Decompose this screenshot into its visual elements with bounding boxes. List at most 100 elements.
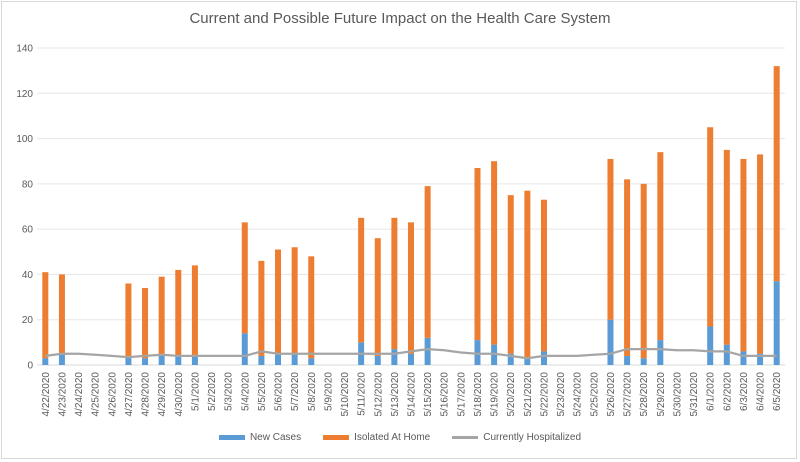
- x-tick-label: 5/2/2020: [207, 372, 218, 411]
- series-line-currently-hospitalized: [45, 347, 777, 360]
- x-tick-label: 5/25/2020: [589, 372, 600, 417]
- bar-new-cases: [374, 355, 381, 365]
- x-tick-label: 5/3/2020: [224, 372, 235, 411]
- bar-new-cases: [125, 355, 132, 365]
- y-tick-label: 40: [22, 270, 34, 281]
- x-tick-label: 5/22/2020: [539, 372, 550, 417]
- bar-isolated-at-home: [391, 217, 398, 350]
- x-tick-label: 5/24/2020: [573, 372, 584, 417]
- y-tick-label: 140: [16, 44, 33, 55]
- bar-isolated-at-home: [607, 158, 614, 320]
- bar-isolated-at-home: [125, 283, 132, 356]
- x-tick-label: 4/24/2020: [74, 372, 85, 417]
- bar-new-cases: [723, 344, 730, 365]
- bar-new-cases: [275, 353, 282, 365]
- x-tick-label: 5/9/2020: [323, 372, 334, 411]
- bar-isolated-at-home: [358, 217, 365, 343]
- x-tick-label: 4/22/2020: [41, 372, 52, 417]
- bar-isolated-at-home: [491, 161, 498, 345]
- bar-new-cases: [391, 349, 398, 365]
- legend-swatch-new-cases: [218, 435, 245, 440]
- x-tick-label: 5/28/2020: [639, 372, 650, 417]
- y-tick-label: 0: [27, 361, 33, 372]
- bars: [42, 66, 780, 365]
- legend-item-new-cases: New Cases: [218, 432, 301, 443]
- x-tick-label: 5/6/2020: [274, 372, 285, 411]
- x-tick-label: 5/31/2020: [689, 372, 700, 417]
- bar-new-cases: [142, 358, 149, 365]
- x-tick-label: 5/7/2020: [290, 372, 301, 411]
- y-tick-label: 20: [22, 315, 34, 326]
- legend-swatch-currently-hospitalized: [452, 436, 479, 439]
- x-tick-label: 5/4/2020: [240, 372, 251, 411]
- bar-new-cases: [740, 351, 747, 365]
- x-tick-label: 5/11/2020: [357, 372, 368, 416]
- bar-isolated-at-home: [374, 238, 381, 356]
- bar-new-cases: [158, 353, 165, 365]
- bar-isolated-at-home: [707, 127, 714, 327]
- bar-isolated-at-home: [624, 179, 631, 356]
- x-tick-label: 4/26/2020: [107, 372, 118, 417]
- x-tick-label: 5/26/2020: [606, 372, 617, 417]
- bar-isolated-at-home: [241, 222, 248, 334]
- x-tick-label: 5/19/2020: [490, 372, 501, 417]
- bar-isolated-at-home: [142, 288, 149, 359]
- x-tick-label: 5/21/2020: [523, 372, 534, 417]
- bar-isolated-at-home: [657, 152, 664, 341]
- bar-isolated-at-home: [524, 190, 531, 359]
- bar-isolated-at-home: [757, 154, 764, 354]
- bar-new-cases: [707, 326, 714, 365]
- bar-isolated-at-home: [540, 199, 547, 352]
- x-tick-label: 5/15/2020: [423, 372, 434, 417]
- x-tick-label: 5/5/2020: [257, 372, 268, 411]
- bar-isolated-at-home: [191, 265, 198, 356]
- x-tick-label: 5/29/2020: [656, 372, 667, 417]
- bar-isolated-at-home: [58, 274, 65, 354]
- x-tick-label: 6/3/2020: [739, 372, 750, 411]
- bar-isolated-at-home: [258, 260, 265, 356]
- bar-new-cases: [58, 353, 65, 365]
- bar-isolated-at-home: [723, 149, 730, 345]
- legend-swatch-isolated-at-home: [323, 435, 350, 440]
- bar-new-cases: [241, 333, 248, 365]
- legend-label-currently-hospitalized: Currently Hospitalized: [483, 432, 582, 443]
- bar-isolated-at-home: [308, 256, 315, 359]
- bar-isolated-at-home: [773, 66, 780, 282]
- bar-isolated-at-home: [740, 158, 747, 352]
- x-tick-label: 5/1/2020: [190, 372, 201, 411]
- bar-new-cases: [657, 340, 664, 365]
- x-tick-label: 6/2/2020: [722, 372, 733, 411]
- legend-label-isolated-at-home: Isolated At Home: [354, 432, 431, 443]
- chart-title: Current and Possible Future Impact on th…: [189, 10, 611, 27]
- bar-isolated-at-home: [275, 249, 282, 354]
- x-tick-label: 5/16/2020: [440, 372, 451, 417]
- bar-isolated-at-home: [640, 183, 647, 359]
- x-tick-label: 5/23/2020: [556, 372, 567, 417]
- bar-isolated-at-home: [158, 276, 165, 354]
- x-tick-label: 5/30/2020: [672, 372, 683, 417]
- legend-item-isolated-at-home: Isolated At Home: [323, 432, 430, 443]
- x-tick-label: 4/23/2020: [57, 372, 68, 417]
- y-tick-label: 120: [16, 89, 33, 100]
- x-tick-label: 5/10/2020: [340, 372, 351, 417]
- bar-isolated-at-home: [408, 222, 414, 354]
- x-axis-ticks: 4/22/2020 4/23/2020 4/24/2020 4/25/2020 4/26…: [41, 372, 783, 417]
- bar-new-cases: [773, 281, 780, 365]
- bar-new-cases: [175, 355, 182, 365]
- bar-new-cases: [640, 358, 647, 365]
- bar-new-cases: [408, 353, 414, 365]
- x-tick-label: 4/28/2020: [141, 372, 152, 417]
- y-axis-ticks: 0 20 40 60 80 100 120 140: [16, 44, 33, 372]
- x-tick-label: 6/5/2020: [772, 372, 783, 411]
- bar-isolated-at-home: [424, 186, 431, 338]
- x-tick-label: 5/13/2020: [390, 372, 401, 417]
- x-tick-label: 5/14/2020: [407, 372, 418, 417]
- bar-new-cases: [540, 351, 547, 365]
- x-tick-label: 4/27/2020: [124, 372, 135, 417]
- x-tick-label: 5/12/2020: [373, 372, 384, 417]
- bar-new-cases: [757, 353, 764, 365]
- x-tick-label: 5/20/2020: [506, 372, 517, 417]
- bar-new-cases: [191, 355, 198, 365]
- x-tick-label: 4/25/2020: [91, 372, 102, 417]
